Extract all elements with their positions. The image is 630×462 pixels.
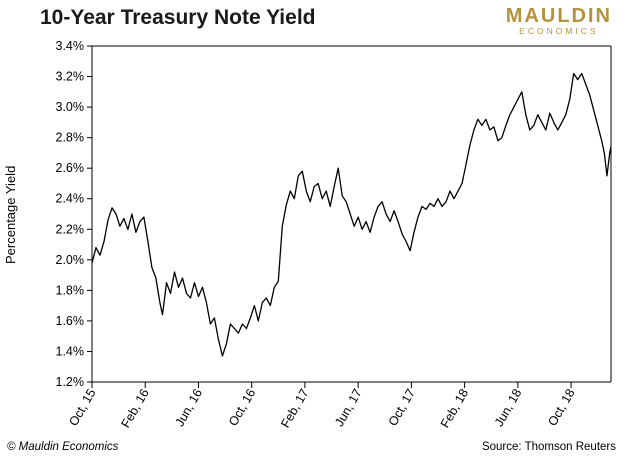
y-tick-label: 2.6%: [56, 161, 85, 175]
logo-wordmark-top: MAULDIN: [505, 5, 612, 27]
x-tick-label: Jun, 17: [332, 386, 365, 429]
chart-title: 10-Year Treasury Note Yield: [40, 6, 316, 29]
y-tick-label: 1.6%: [56, 314, 85, 328]
y-tick-label: 2.4%: [56, 192, 85, 206]
logo-wordmark-bottom: ECONOMICS: [519, 26, 599, 36]
y-tick-label: 3.0%: [56, 100, 85, 114]
series-line-yield: [91, 72, 612, 357]
y-tick-label: 1.4%: [56, 344, 85, 358]
source-note: Source: Thomson Reuters: [481, 441, 616, 453]
x-tick-label: Oct, 18: [545, 386, 577, 428]
y-tick-label: 2.8%: [56, 131, 85, 145]
x-tick-label: Feb, 17: [278, 386, 311, 430]
x-tick-label: Oct, 16: [226, 386, 258, 428]
y-tick-label: 3.2%: [56, 70, 85, 84]
x-tick-label: Jun, 18: [492, 386, 525, 429]
yield-line-chart: 1.2% 1.4% 1.6% 1.8% 2.0% 2.2% 2.4% 2.6% 2.8% 3.0%…: [56, 39, 612, 430]
chart-axes: [91, 45, 612, 383]
y-tick-label: 3.4%: [56, 39, 85, 53]
x-axis-ticks: Oct, 15 Feb, 16 Jun, 16 Oct, 16 Feb, 17 Jun, …: [66, 382, 578, 430]
x-tick-label: Jun, 16: [172, 386, 205, 429]
x-tick-label: Feb, 18: [438, 386, 471, 430]
y-tick-label: 2.0%: [56, 253, 85, 267]
y-tick-label: 2.2%: [56, 222, 85, 236]
y-tick-label: 1.8%: [56, 283, 85, 297]
y-axis-ticks: 1.2% 1.4% 1.6% 1.8% 2.0% 2.2% 2.4% 2.6% 2.8% 3.0%…: [56, 39, 92, 389]
x-tick-label: Oct, 17: [386, 386, 418, 428]
copyright-note: © Mauldin Economics: [7, 441, 119, 453]
x-tick-label: Feb, 16: [119, 386, 152, 430]
brand-logo: MAULDIN ECONOMICS: [506, 6, 612, 36]
y-tick-label: 1.2%: [56, 375, 85, 389]
x-tick-label: Oct, 15: [66, 386, 98, 428]
